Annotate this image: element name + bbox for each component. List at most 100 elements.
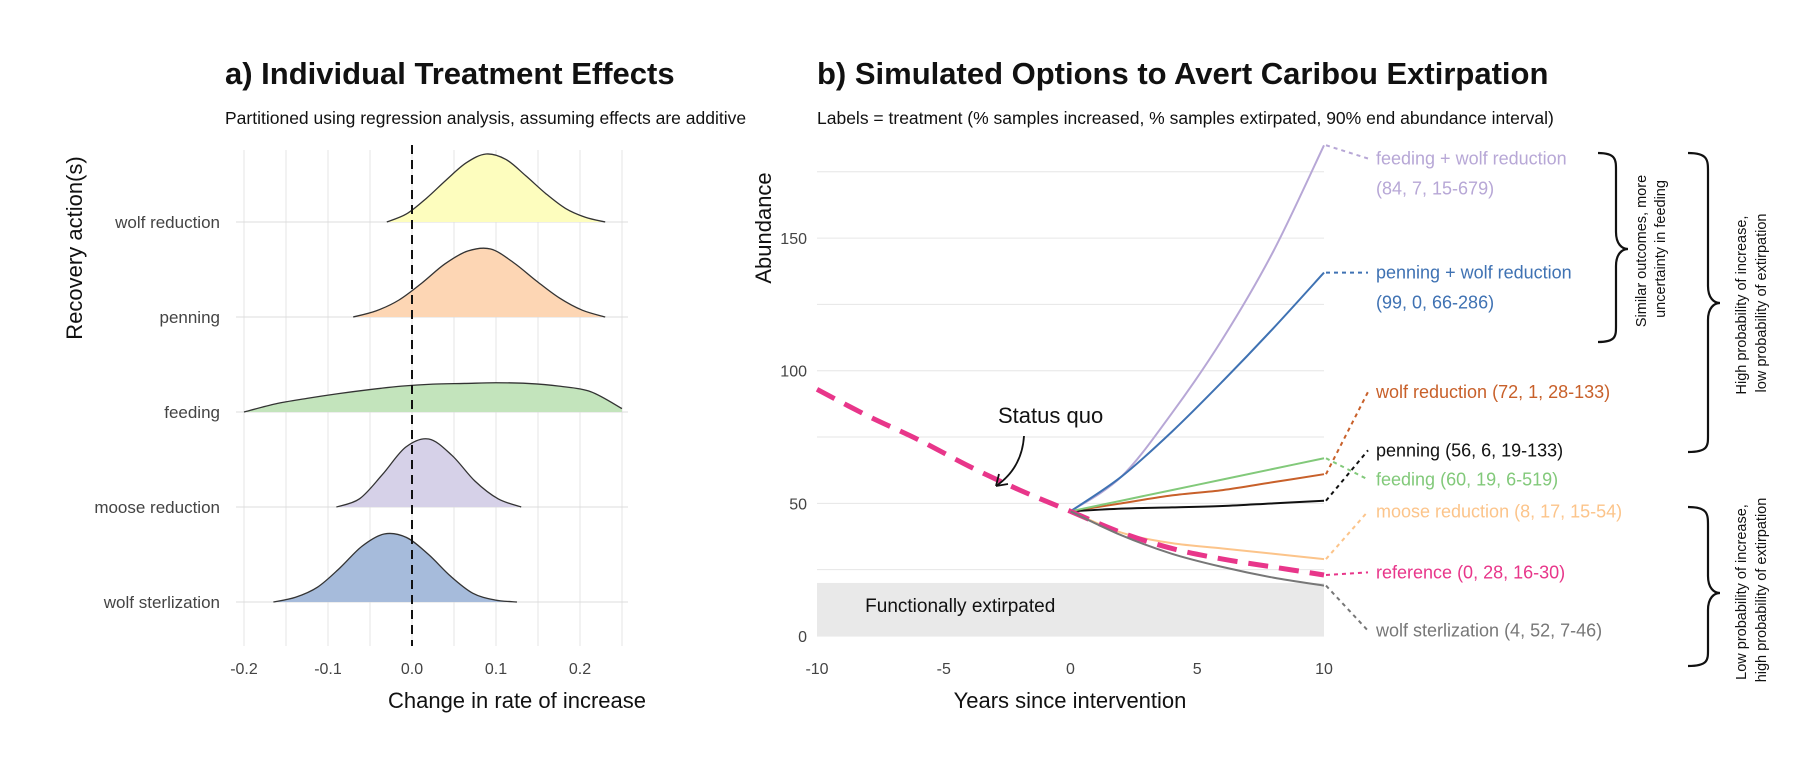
x-tick-label: -5 — [937, 661, 951, 678]
leader-line-moose-reduction — [1325, 510, 1369, 560]
ridge-outline-wolf-reduction — [386, 153, 606, 223]
y-tick-label: 100 — [780, 364, 807, 381]
bracket-label: High probability of increase, low probab… — [1734, 212, 1770, 395]
series-label-stats: (4, 52, 7-46) — [1504, 621, 1602, 641]
series-label-name: reference — [1376, 562, 1452, 582]
category-label: penning — [159, 308, 220, 327]
series-label-name: wolf reduction — [1375, 382, 1487, 402]
ridge-density-wolf-sterlization — [273, 533, 517, 602]
ridge-outline-feeding — [243, 382, 623, 413]
panel-b-series-labels: feeding + wolf reduction (84, 7, 15-679) p… — [1375, 149, 1622, 641]
series-line-feeding — [1070, 457, 1325, 513]
x-tick-label: -0.2 — [230, 661, 258, 678]
ridge-density-wolf-reduction — [386, 153, 606, 222]
series-label-name: wolf sterlization — [1375, 621, 1499, 641]
panel-a-x-axis-title: Change in rate of increase — [388, 688, 646, 713]
panel-a-y-axis-title: Recovery action(s) — [62, 156, 87, 339]
series-label-stats: (99, 0, 66-286) — [1376, 293, 1494, 313]
series-label-name: feeding — [1376, 469, 1435, 489]
status-quo-label: Status quo — [998, 403, 1103, 428]
series-label: wolf sterlization (4, 52, 7-46) — [1375, 621, 1602, 641]
series-label-stats: (72, 1, 28-133) — [1492, 382, 1610, 402]
bracket-high-probability: High probability of increase, low probab… — [1687, 151, 1770, 454]
bracket-label-line: uncertainty in feeding — [1653, 180, 1669, 318]
ridge-outline-wolf-sterlization — [273, 532, 518, 603]
bracket-brace — [1687, 505, 1721, 668]
bracket-low-probability: Low probability of increase, high probab… — [1687, 498, 1770, 683]
category-label: wolf sterlization — [103, 593, 220, 612]
panel-b-label-leaders — [1325, 144, 1369, 632]
x-tick-label: 0 — [1066, 661, 1075, 678]
series-label-stats: (56, 6, 19-133) — [1445, 440, 1563, 460]
x-tick-label: 10 — [1315, 661, 1333, 678]
ridge-density-feeding — [244, 382, 622, 412]
x-tick-label: 0.0 — [401, 661, 423, 678]
series-line-penning — [1070, 499, 1325, 513]
x-tick-label: 0.2 — [569, 661, 591, 678]
panel-b-title: b) Simulated Options to Avert Caribou Ex… — [817, 56, 1548, 91]
status-quo-arrow-head — [995, 473, 1009, 487]
series-line-feeding-wolf-reduction — [1069, 144, 1325, 513]
leader-line-wolf-sterlization — [1325, 584, 1369, 632]
bracket-similar-outcomes: Similar outcomes, more uncertainty in fe… — [1597, 151, 1669, 344]
leader-line-penning — [1325, 449, 1369, 502]
bracket-label-line: Low probability of increase, — [1734, 504, 1750, 680]
ridge-density-penning — [353, 248, 606, 317]
x-tick-label: 0.1 — [485, 661, 507, 678]
series-line-wolf-sterlization — [1070, 510, 1325, 587]
series-label-stats: (8, 17, 15-54) — [1514, 501, 1622, 521]
panel-b-series-lines — [1069, 144, 1325, 587]
x-tick-label: 5 — [1193, 661, 1202, 678]
x-tick-label: -0.1 — [314, 661, 342, 678]
series-label-name: moose reduction — [1376, 501, 1509, 521]
bracket-brace — [1597, 151, 1629, 344]
bracket-label: Similar outcomes, more uncertainty in fe… — [1634, 171, 1669, 327]
series-label-stats: (0, 28, 16-30) — [1457, 562, 1565, 582]
bracket-label-line: Similar outcomes, more — [1634, 175, 1650, 327]
category-label: feeding — [164, 403, 220, 422]
series-label: reference (0, 28, 16-30) — [1376, 562, 1565, 582]
panel-b-y-axis-title: Abundance — [751, 172, 776, 283]
series-label: feeding + wolf reduction — [1376, 149, 1567, 169]
status-quo-annotation: Status quo — [995, 403, 1103, 487]
series-line-wolf-reduction — [1070, 473, 1325, 513]
panel-b-subtitle: Labels = treatment (% samples increased,… — [817, 108, 1554, 128]
leader-line-wolf-reduction — [1325, 391, 1369, 475]
series-label: moose reduction (8, 17, 15-54) — [1376, 501, 1622, 521]
category-label: moose reduction — [94, 498, 220, 517]
functionally-extirpated-label: Functionally extirpated — [865, 596, 1055, 617]
series-line-reference — [1069, 509, 1325, 578]
ridge-outline-penning — [353, 247, 606, 318]
status-quo-line — [815, 387, 1072, 514]
panel-a-ridges — [243, 153, 623, 603]
series-label: penning + wolf reduction — [1376, 263, 1572, 283]
panel-a-x-ticks: -0.2 -0.1 0.0 0.1 0.2 — [230, 661, 591, 678]
panel-a: a) Individual Treatment Effects Partitio… — [62, 56, 746, 713]
x-tick-label: -10 — [805, 661, 828, 678]
panel-a-title: a) Individual Treatment Effects — [225, 56, 675, 91]
ridge-density-moose-reduction — [336, 438, 522, 507]
leader-line-reference — [1325, 571, 1369, 576]
series-label: penning (56, 6, 19-133) — [1376, 440, 1563, 460]
series-label-stats: (84, 7, 15-679) — [1376, 179, 1494, 199]
panel-b: b) Simulated Options to Avert Caribou Ex… — [751, 56, 1770, 713]
series-label: feeding (60, 19, 6-519) — [1376, 469, 1558, 489]
status-quo-arrow — [995, 435, 1025, 487]
y-tick-label: 150 — [780, 231, 807, 248]
y-tick-label: 0 — [798, 629, 807, 646]
panel-a-subtitle: Partitioned using regression analysis, a… — [225, 108, 746, 128]
panel-a-category-labels: wolf reduction penning feeding moose reduct… — [94, 213, 220, 612]
series-line-penning-wolf-reduction — [1069, 271, 1325, 513]
leader-line-feeding-wolf-reduction — [1325, 144, 1369, 160]
bracket-label-line: High probability of increase, — [1734, 216, 1750, 395]
y-tick-label: 50 — [789, 496, 807, 513]
bracket-label-line: low probability of extirpation — [1754, 214, 1770, 393]
bracket-label-line: high probability of extirpation — [1754, 498, 1770, 683]
series-label-stats: (60, 19, 6-519) — [1440, 469, 1558, 489]
series-label-name: penning — [1376, 440, 1440, 460]
bracket-brace — [1687, 151, 1721, 454]
series-label: wolf reduction (72, 1, 28-133) — [1375, 382, 1610, 402]
bracket-label: Low probability of increase, high probab… — [1734, 498, 1770, 683]
